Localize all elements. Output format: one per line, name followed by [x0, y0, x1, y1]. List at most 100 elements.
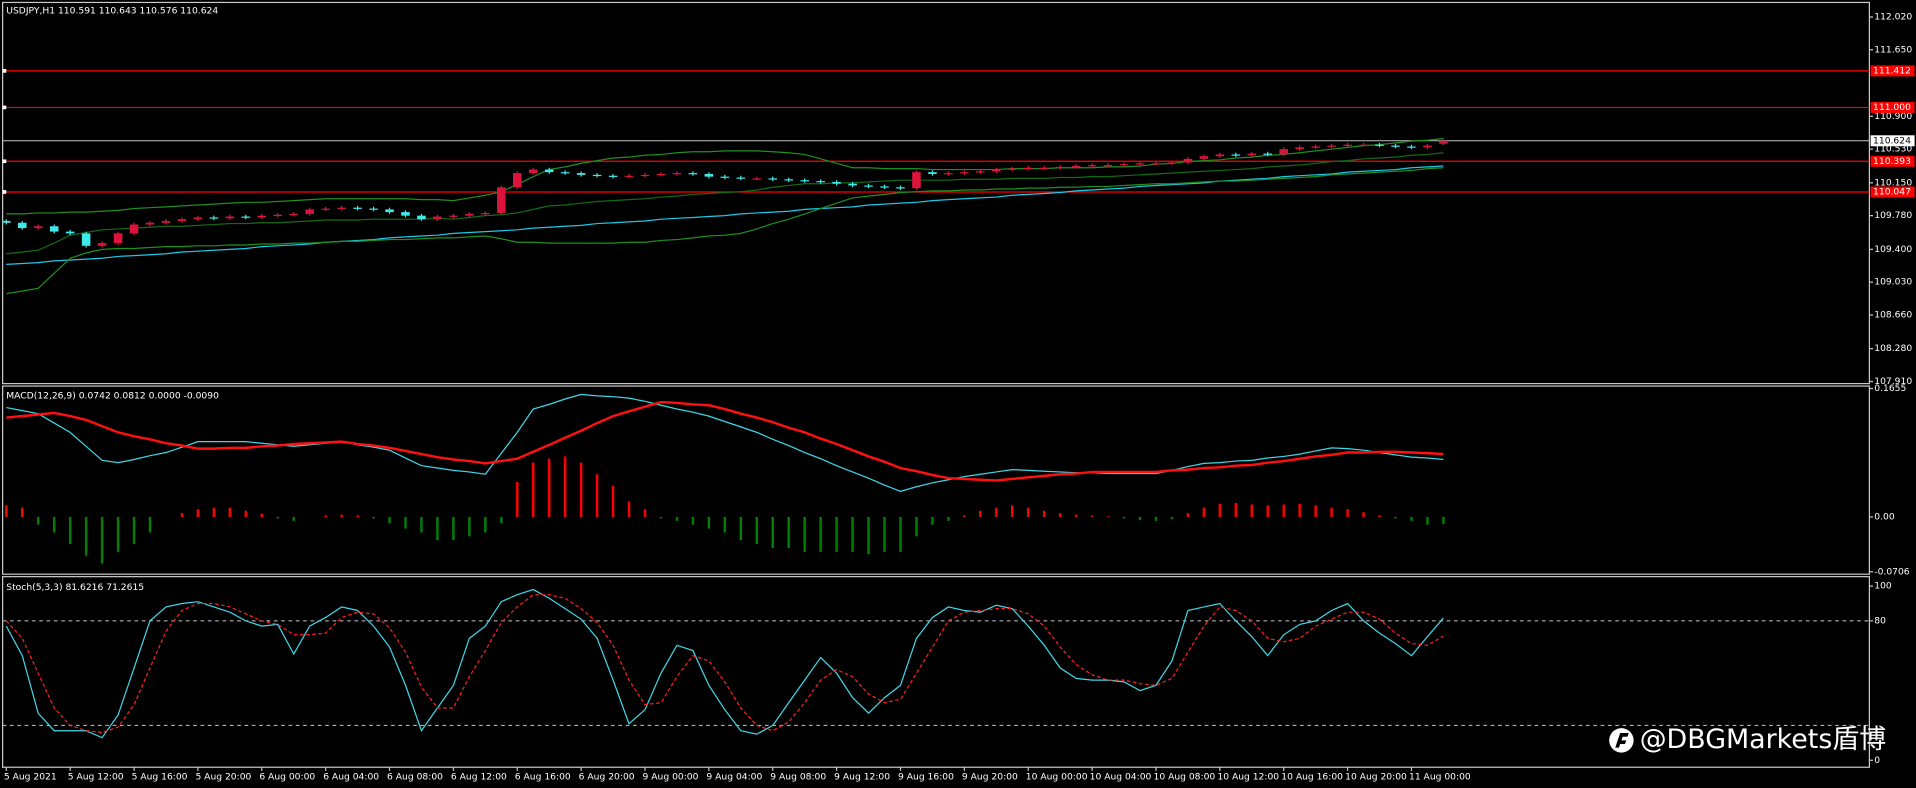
candle-body [257, 215, 267, 218]
candle-body [65, 231, 75, 234]
candle-body [896, 187, 905, 189]
y-tick-label: 100 [1874, 581, 1892, 592]
candle-body [512, 173, 522, 188]
candle-body [1071, 165, 1081, 168]
x-tick-label: 9 Aug 08:00 [770, 772, 826, 783]
macd-title: MACD(12,26,9) 0.0742 0.0812 0.0000 -0.00… [6, 390, 219, 401]
candle-body [800, 180, 809, 182]
candle-body [976, 171, 985, 173]
candle-body [273, 214, 283, 216]
level-label: 111.000 [1873, 102, 1911, 113]
candle-body [944, 173, 953, 175]
level-marker [2, 190, 7, 194]
candle-body [1375, 144, 1384, 146]
candle-body [704, 173, 714, 177]
candle-body [129, 224, 139, 234]
candle-body [1055, 166, 1065, 169]
x-tick-label: 6 Aug 08:00 [387, 772, 443, 783]
x-tick-label: 5 Aug 12:00 [68, 772, 124, 783]
indicator-line [6, 393, 1444, 493]
candle-body [1327, 145, 1336, 147]
candle-body [832, 181, 841, 184]
x-tick-label: 10 Aug 12:00 [1217, 772, 1279, 783]
indicator-line [5, 588, 1444, 739]
candle-body [449, 215, 458, 217]
candle-body [608, 175, 618, 177]
candle-body [880, 186, 889, 188]
candle-body [1263, 153, 1273, 155]
x-tick-label: 11 Aug 00:00 [1409, 772, 1471, 783]
macd-panel [2, 385, 1871, 575]
x-tick-label: 10 Aug 16:00 [1281, 772, 1343, 783]
candle-body [417, 215, 426, 220]
candle-body [1359, 144, 1368, 146]
stoch-title: Stoch(5,3,3) 81.6216 71.2615 [6, 582, 144, 593]
candle-body [289, 213, 298, 216]
candle-body [720, 176, 730, 178]
candle-body [1391, 145, 1400, 147]
x-tick-label: 6 Aug 04:00 [323, 772, 379, 783]
candle-body [992, 169, 1001, 172]
level-label: 110.393 [1873, 156, 1911, 167]
candle-body [1039, 167, 1049, 169]
y-tick-label: 111.650 [1874, 44, 1912, 55]
y-tick-label: 108.280 [1874, 343, 1912, 354]
candle-body [1407, 146, 1416, 148]
candle-body [49, 226, 59, 232]
candle-body [161, 220, 171, 223]
level-label-box [1870, 101, 1915, 113]
x-tick-label: 10 Aug 00:00 [1026, 772, 1088, 783]
x-tick-label: 6 Aug 12:00 [451, 772, 507, 783]
candle-body [497, 187, 506, 213]
candle-body [2, 220, 11, 223]
y-tick-label: 107.910 [1874, 376, 1912, 387]
candle-body [672, 173, 682, 175]
candle-body [481, 212, 490, 215]
candle-body [225, 216, 235, 219]
x-tick-label: 9 Aug 04:00 [706, 772, 762, 783]
y-tick-label: 109.780 [1874, 210, 1912, 221]
candle-body [337, 207, 346, 209]
y-tick-label: 110.530 [1874, 144, 1912, 155]
candle-body [640, 174, 650, 177]
candle-body [321, 208, 330, 210]
candle-body [528, 169, 538, 174]
candle-body [305, 209, 314, 214]
last-price-label: 110.624 [1873, 135, 1911, 146]
candle-body [784, 179, 793, 181]
level-label-box [1870, 65, 1915, 77]
candle-body [177, 219, 187, 221]
candle-body [576, 173, 586, 175]
candle-body [97, 243, 107, 246]
y-tick-label: 108.660 [1874, 309, 1912, 320]
y-tick-label: -0.0706 [1874, 566, 1910, 577]
level-label: 111.412 [1873, 65, 1911, 76]
candle-body [1279, 149, 1288, 155]
watermark: @DBGMarkets盾博 [1640, 724, 1886, 755]
candle-body [1119, 164, 1129, 166]
level-marker [2, 105, 7, 110]
last-price-box [1870, 135, 1915, 147]
stoch-panel [2, 576, 1871, 768]
x-tick-label: 9 Aug 16:00 [898, 772, 954, 783]
x-tick-label: 10 Aug 04:00 [1090, 772, 1152, 783]
x-tick-label: 10 Aug 08:00 [1154, 772, 1216, 783]
x-tick-label: 5 Aug 16:00 [132, 772, 188, 783]
candle-body [113, 233, 123, 244]
level-marker [2, 159, 7, 164]
y-tick-label: 0.00 [1874, 511, 1895, 522]
candle-body [385, 209, 394, 213]
candle-body [209, 217, 219, 219]
y-tick-label: 109.030 [1874, 277, 1912, 288]
candle-body [81, 233, 91, 246]
candle-body [17, 222, 27, 229]
candle-body [1311, 146, 1320, 148]
candle-body [752, 178, 762, 180]
candle-body [1423, 145, 1432, 148]
candle-body [688, 173, 698, 175]
marks: 112.020 111.650 110.900 110.530 110.150 109.7… [2, 11, 1915, 783]
candle-body [1135, 163, 1145, 165]
candle-body [656, 173, 666, 176]
indicator-line [6, 152, 1444, 255]
